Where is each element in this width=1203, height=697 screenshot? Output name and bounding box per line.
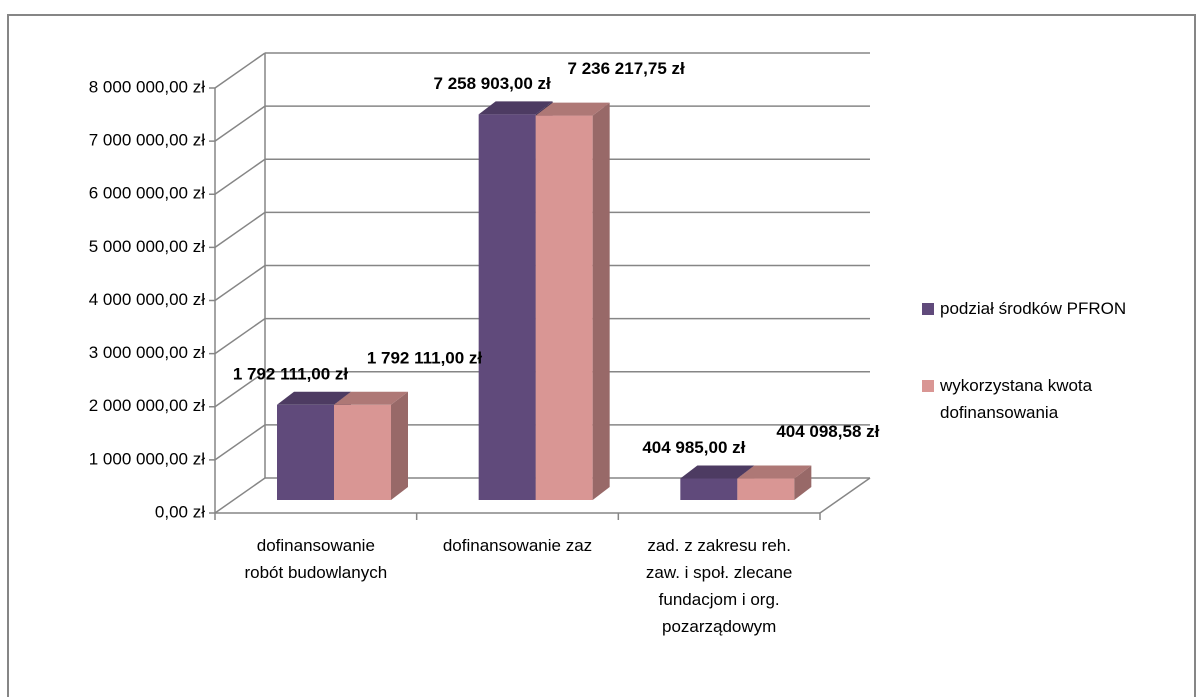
value-label: 1 792 111,00 zł: [233, 364, 349, 383]
y-tick-label: 5 000 000,00 zł: [89, 237, 205, 256]
bar-top: [478, 101, 553, 115]
y-tick-label: 0,00 zł: [155, 502, 205, 521]
bar-top: [737, 465, 812, 479]
bar-side: [391, 391, 408, 500]
grid-line: [214, 105, 266, 142]
value-label: 7 236 217,75 zł: [568, 59, 685, 78]
value-label: 7 258 903,00 zł: [434, 74, 551, 93]
grid-line: [214, 424, 266, 461]
legend-item: wykorzystana kwota dofinansowania: [922, 372, 1152, 426]
bar-top: [277, 391, 351, 405]
legend-item: podział środków PFRON: [922, 295, 1152, 322]
legend-swatch: [922, 380, 934, 392]
grid-line: [214, 318, 266, 355]
grid-line: [214, 371, 266, 408]
grid-line: [214, 264, 266, 302]
grid-line: [214, 52, 266, 89]
floor-edge: [819, 477, 871, 514]
bar-front: [478, 114, 536, 500]
legend-label: podział środków PFRON: [940, 299, 1127, 318]
legend-swatch: [922, 303, 934, 315]
y-tick-label: 3 000 000,00 zł: [89, 343, 205, 362]
grid-line: [214, 477, 266, 514]
x-tick-label: dofinansowanie zaz: [442, 536, 593, 555]
bar-front: [277, 404, 334, 500]
bar-top: [680, 465, 755, 479]
value-label: 404 985,00 zł: [642, 438, 745, 457]
y-tick-label: 2 000 000,00 zł: [89, 396, 205, 415]
bar-front: [737, 478, 795, 500]
bar-top: [334, 391, 408, 405]
legend-label: wykorzystana kwota dofinansowania: [940, 376, 1093, 422]
bar-front: [680, 478, 738, 500]
bar-front: [535, 115, 593, 501]
grid-line: [214, 158, 266, 195]
x-tick-label: dofinansowanie robót budowlanych: [244, 536, 388, 582]
chart-frame: [7, 14, 1196, 697]
y-tick-label: 1 000 000,00 zł: [89, 449, 205, 468]
y-tick-label: 8 000 000,00 zł: [89, 77, 205, 96]
value-label: 404 098,58 zł: [776, 422, 879, 441]
x-tick-label: zad. z zakresu reh. zaw. i społ. zlecane…: [645, 536, 793, 636]
bar-front: [334, 404, 391, 500]
y-tick-label: 7 000 000,00 zł: [89, 131, 205, 150]
y-tick-label: 4 000 000,00 zł: [89, 290, 205, 309]
grid-line: [214, 211, 266, 248]
bar-top: [535, 102, 610, 116]
y-tick-label: 6 000 000,00 zł: [89, 184, 205, 203]
bar-side: [592, 102, 610, 501]
value-label: 1 792 111,00 zł: [367, 348, 483, 367]
bar-side: [794, 465, 812, 500]
